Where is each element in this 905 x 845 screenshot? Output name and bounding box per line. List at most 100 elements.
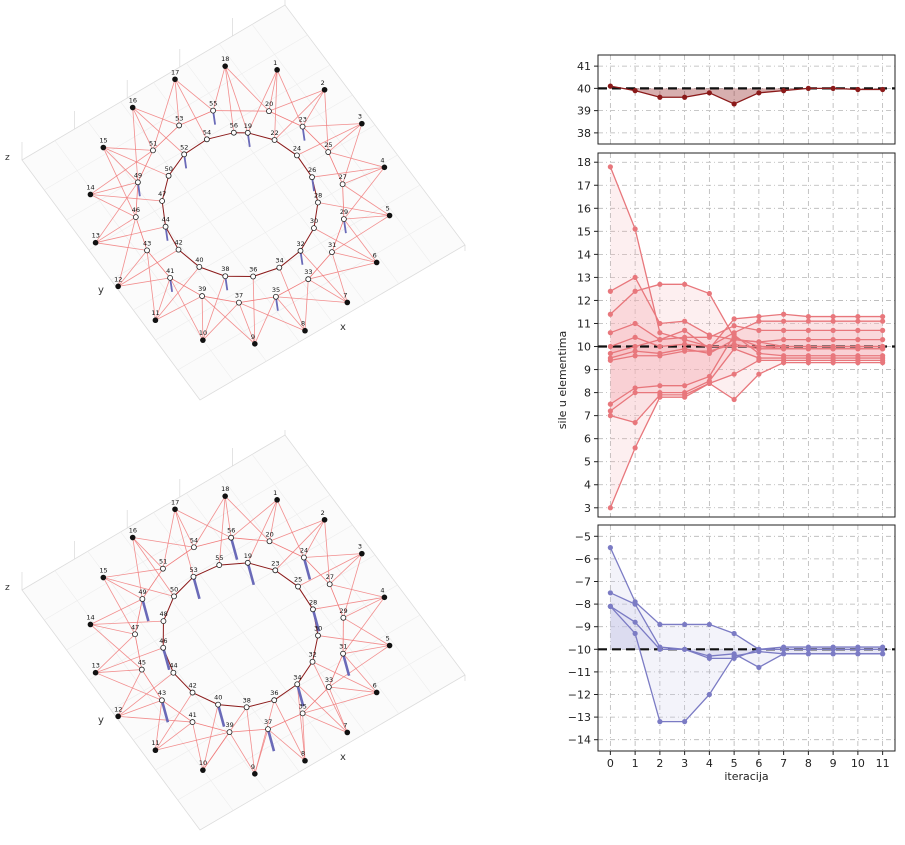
cable-element [95,647,164,674]
data-point [731,101,737,107]
cable-element [231,537,270,542]
y-axis-label: y [98,285,104,296]
cable-element [162,546,195,569]
cable-element [162,509,176,569]
free-node [265,726,271,733]
fixed-node [222,493,228,499]
cable-element [142,568,164,600]
network-edges [90,495,390,775]
free-node [170,669,177,676]
series-area [610,606,883,722]
series-line [610,320,883,348]
cable-element [328,686,377,693]
cable-element [135,216,148,251]
cable-element [276,499,305,558]
strut-element [160,699,170,723]
data-point [632,385,638,391]
cable-element [132,537,194,548]
free-node [196,263,203,270]
data-point [706,290,712,297]
data-point [607,401,613,407]
cable-element [146,250,171,279]
fixed-node [321,86,328,93]
fixed-node [321,516,328,523]
data-point [706,653,712,659]
data-point [657,383,663,389]
data-point [855,360,861,366]
fixed-node [129,104,136,111]
chart-panel-1: 38 39 40 41 [577,54,896,145]
y-tick-label: 12 [577,294,591,307]
cable-element [229,728,268,733]
node-label: 38 [243,696,251,704]
data-point [830,327,836,333]
node-label: 34 [275,257,283,265]
cable-element [274,89,325,141]
cable-element [328,151,385,168]
cable-element [268,110,303,127]
floor-grid [219,473,399,714]
node-label: 6 [373,251,377,259]
node-label: 40 [195,256,203,264]
series-line [609,361,883,509]
data-point [682,394,688,400]
series-area [610,346,883,508]
node-label: 4 [380,156,384,164]
data-point [682,341,688,347]
data-point [632,343,638,350]
cable-element [169,277,204,341]
data-point [607,330,613,336]
node-label: 47 [131,623,139,631]
y-tick-label: −14 [568,734,591,747]
cable-element [302,89,325,127]
cable-element [247,499,278,563]
node-label: 15 [99,567,107,575]
y-tick-label: 14 [577,248,591,261]
data-point [830,651,836,657]
data-point [682,327,688,333]
free-node [210,107,217,114]
series-area [610,339,883,359]
fixed-node [344,299,351,306]
axes-box: z y x [5,430,466,831]
cable-element [132,107,139,183]
cable-element [302,692,377,714]
fixed-node [100,144,107,151]
data-point [781,327,787,333]
node-label: 56 [230,122,238,130]
free-node [305,276,312,283]
free-node [160,565,166,572]
free-node [144,247,150,254]
node-label: 51 [149,139,157,147]
free-node [226,729,233,736]
network-plot-top: zyx1234567891011121314151617181920222324… [5,0,466,401]
cable-element [274,69,278,140]
node-label: 2 [321,509,325,517]
node-label: 16 [129,97,137,105]
cable-element [278,267,306,331]
node-label: 1 [273,489,277,497]
cable-element [343,218,378,263]
x-tick-label: 1 [632,757,639,770]
cable-element [327,151,343,185]
node-label: 32 [309,651,317,659]
data-point [756,664,762,670]
data-point [682,94,688,100]
y-tick-label: −13 [568,711,591,724]
cable-element [103,147,169,177]
data-point [880,318,886,324]
cable-element [103,147,139,183]
series-area [610,606,883,668]
free-node [315,632,321,639]
cable-element [117,217,137,287]
x-tick-label: 8 [805,757,812,770]
data-point [781,311,787,317]
fixed-node [381,594,388,601]
free-node [271,697,278,704]
cable-element [103,577,143,600]
free-node [190,573,197,580]
free-node [266,108,272,115]
x-tick-label: 4 [706,757,713,770]
cable-element [331,218,345,253]
